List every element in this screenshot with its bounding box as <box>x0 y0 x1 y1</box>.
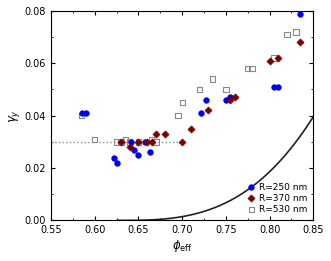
R=250 nm <box>136 153 141 157</box>
R=250 nm <box>131 148 137 152</box>
R=250 nm <box>223 98 228 102</box>
R=370 nm <box>136 140 141 144</box>
R=530 nm <box>245 67 250 71</box>
R=370 nm <box>298 40 303 44</box>
R=530 nm <box>284 32 290 37</box>
R=250 nm <box>79 111 84 115</box>
R=250 nm <box>228 95 233 99</box>
R=530 nm <box>118 140 124 144</box>
R=370 nm <box>276 56 281 60</box>
R=250 nm <box>276 85 281 89</box>
R=530 nm <box>175 114 180 118</box>
R=250 nm <box>298 11 303 16</box>
R=370 nm <box>267 59 272 63</box>
X-axis label: $\phi_{\mathrm{eff}}$: $\phi_{\mathrm{eff}}$ <box>172 238 193 254</box>
R=530 nm <box>92 137 97 141</box>
R=370 nm <box>149 140 154 144</box>
R=250 nm <box>147 150 153 155</box>
R=530 nm <box>210 77 215 81</box>
R=250 nm <box>143 140 148 144</box>
R=370 nm <box>145 140 150 144</box>
R=250 nm <box>128 140 133 144</box>
R=530 nm <box>127 140 132 144</box>
R=530 nm <box>250 67 255 71</box>
R=250 nm <box>114 161 119 165</box>
R=530 nm <box>153 140 159 144</box>
R=530 nm <box>79 114 84 118</box>
R=530 nm <box>123 137 128 141</box>
R=250 nm <box>83 111 89 115</box>
R=370 nm <box>179 140 185 144</box>
R=370 nm <box>127 145 132 149</box>
R=250 nm <box>203 98 209 102</box>
R=370 nm <box>162 132 167 136</box>
R=370 nm <box>206 108 211 112</box>
R=530 nm <box>179 100 185 105</box>
R=250 nm <box>199 111 204 115</box>
R=530 nm <box>293 30 299 34</box>
Legend: R=250 nm, R=370 nm, R=530 nm: R=250 nm, R=370 nm, R=530 nm <box>246 181 309 216</box>
R=250 nm <box>111 156 117 160</box>
R=370 nm <box>118 140 124 144</box>
R=530 nm <box>136 140 141 144</box>
Y-axis label: $\gamma_y$: $\gamma_y$ <box>7 109 22 123</box>
R=530 nm <box>114 140 119 144</box>
R=370 nm <box>228 98 233 102</box>
R=530 nm <box>197 87 202 92</box>
R=370 nm <box>153 132 159 136</box>
R=530 nm <box>149 137 154 141</box>
R=530 nm <box>223 87 228 92</box>
R=370 nm <box>232 95 237 99</box>
R=530 nm <box>271 56 277 60</box>
R=250 nm <box>271 85 277 89</box>
R=370 nm <box>188 127 194 131</box>
